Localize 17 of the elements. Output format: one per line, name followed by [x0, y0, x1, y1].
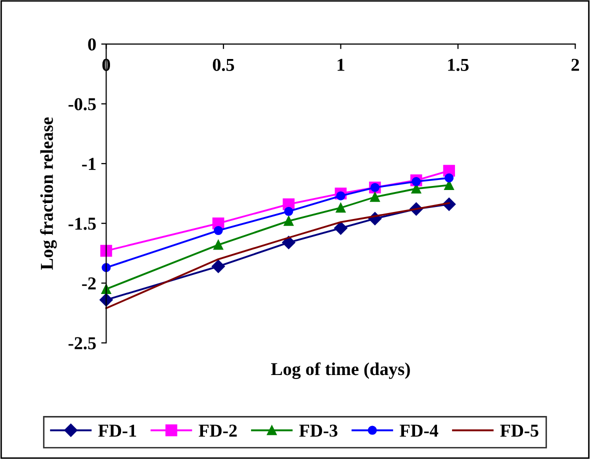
x-tick-label: 1.5	[448, 58, 469, 72]
y-tick-label: -1	[82, 158, 96, 170]
y-tick-label: 0	[88, 38, 96, 51]
legend-label: FD-5	[500, 424, 538, 437]
legend-label: FD-4	[400, 424, 438, 437]
legend-label: FD-1	[98, 424, 136, 437]
y-tick-label: -1.5	[68, 218, 96, 230]
y-tick-label: -2.5	[68, 337, 96, 350]
y-axis-title: Log fraction release	[40, 117, 57, 270]
x-axis-title: Log of time (days)	[271, 362, 410, 380]
y-tick-label: -0.5	[68, 98, 96, 110]
legend-label: FD-2	[198, 424, 237, 437]
y-tick-label: -2	[82, 277, 96, 290]
x-tick-label: 1	[338, 58, 344, 71]
x-tick-label: 0.5	[212, 58, 234, 72]
x-tick-label: 2	[571, 58, 579, 71]
legend-label: FD-3	[299, 424, 338, 437]
